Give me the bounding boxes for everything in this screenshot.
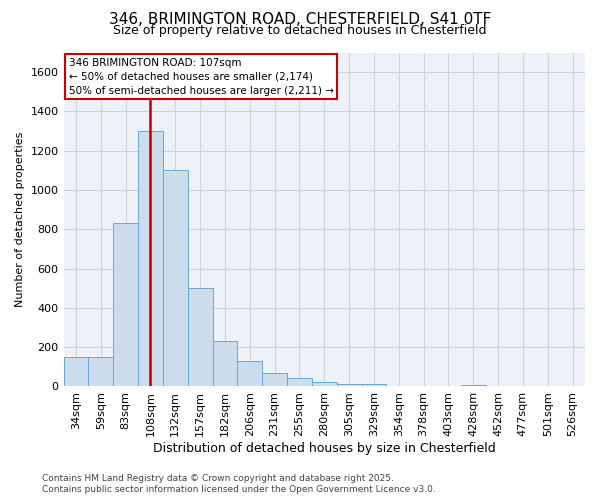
- Bar: [138, 131, 163, 386]
- Bar: [64, 357, 88, 386]
- Bar: [188, 288, 212, 386]
- Text: Size of property relative to detached houses in Chesterfield: Size of property relative to detached ho…: [113, 24, 487, 37]
- Bar: [163, 170, 188, 386]
- Bar: [88, 357, 113, 386]
- Bar: [238, 361, 262, 386]
- Bar: [212, 342, 238, 386]
- Y-axis label: Number of detached properties: Number of detached properties: [15, 132, 25, 307]
- Bar: [287, 378, 312, 386]
- Text: 346 BRIMINGTON ROAD: 107sqm
← 50% of detached houses are smaller (2,174)
50% of : 346 BRIMINGTON ROAD: 107sqm ← 50% of det…: [69, 58, 334, 96]
- Bar: [262, 372, 287, 386]
- X-axis label: Distribution of detached houses by size in Chesterfield: Distribution of detached houses by size …: [153, 442, 496, 455]
- Text: 346, BRIMINGTON ROAD, CHESTERFIELD, S41 0TF: 346, BRIMINGTON ROAD, CHESTERFIELD, S41 …: [109, 12, 491, 28]
- Bar: [362, 384, 386, 386]
- Bar: [461, 385, 485, 386]
- Text: Contains HM Land Registry data © Crown copyright and database right 2025.
Contai: Contains HM Land Registry data © Crown c…: [42, 474, 436, 494]
- Bar: [312, 382, 337, 386]
- Bar: [113, 224, 138, 386]
- Bar: [337, 384, 362, 386]
